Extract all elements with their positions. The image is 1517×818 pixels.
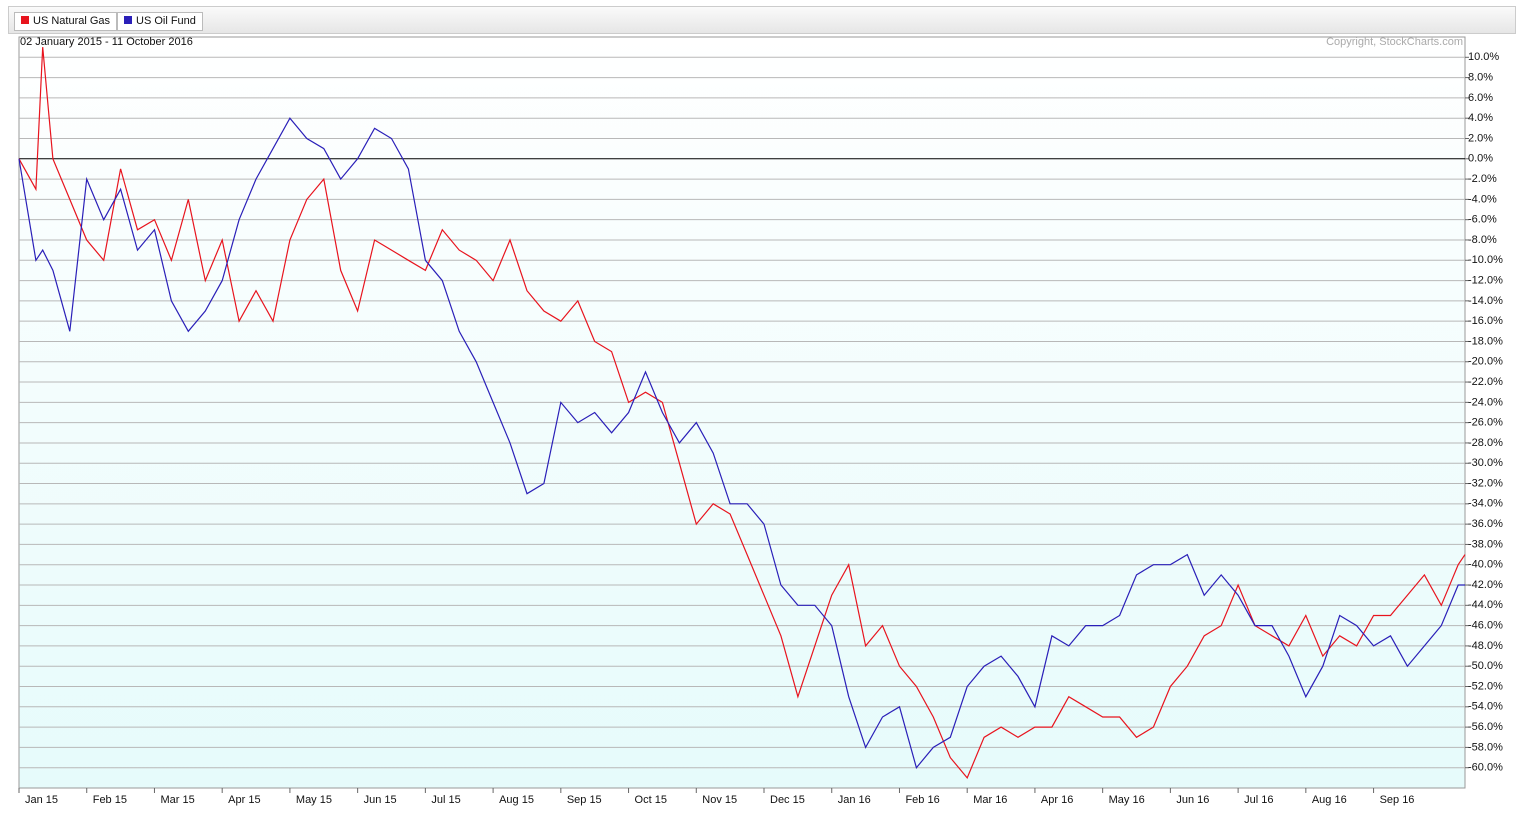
y-tick-label: -48.0% (1468, 640, 1503, 652)
x-tick-label: Feb 16 (905, 794, 939, 806)
y-tick-label: -4.0% (1468, 193, 1497, 205)
y-tick-label: -26.0% (1468, 417, 1503, 429)
y-tick-label: -42.0% (1468, 579, 1503, 591)
y-tick-label: -12.0% (1468, 274, 1503, 286)
y-tick-label: -56.0% (1468, 721, 1503, 733)
legend-label: US Oil Fund (136, 15, 196, 27)
y-tick-label: -20.0% (1468, 356, 1503, 368)
x-tick-label: Sep 16 (1380, 794, 1415, 806)
copyright: Copyright, StockCharts.com (1326, 36, 1463, 48)
legend-item[interactable]: US Oil Fund (117, 12, 203, 31)
y-tick-label: -52.0% (1468, 680, 1503, 692)
x-tick-label: Jun 15 (364, 794, 397, 806)
x-tick-label: Aug 16 (1312, 794, 1347, 806)
y-tick-label: -36.0% (1468, 518, 1503, 530)
y-tick-label: 8.0% (1468, 72, 1493, 84)
x-tick-label: Dec 15 (770, 794, 805, 806)
y-tick-label: -28.0% (1468, 437, 1503, 449)
y-tick-label: -38.0% (1468, 538, 1503, 550)
y-tick-label: 6.0% (1468, 92, 1493, 104)
x-tick-label: Apr 16 (1041, 794, 1073, 806)
x-tick-label: Jun 16 (1176, 794, 1209, 806)
y-tick-label: -10.0% (1468, 254, 1503, 266)
y-tick-label: -34.0% (1468, 498, 1503, 510)
y-tick-label: -50.0% (1468, 660, 1503, 672)
x-tick-label: Sep 15 (567, 794, 602, 806)
y-tick-label: -32.0% (1468, 477, 1503, 489)
legend-swatch (124, 16, 132, 24)
y-tick-label: -54.0% (1468, 701, 1503, 713)
x-tick-label: Mar 15 (160, 794, 194, 806)
subtitle: 02 January 2015 - 11 October 2016 (20, 36, 193, 48)
y-tick-label: -6.0% (1468, 214, 1497, 226)
y-tick-label: 2.0% (1468, 132, 1493, 144)
x-tick-label: Aug 15 (499, 794, 534, 806)
y-tick-label: -22.0% (1468, 376, 1503, 388)
series-line (18, 47, 1466, 780)
x-tick-label: Jul 15 (431, 794, 460, 806)
x-tick-label: Oct 15 (635, 794, 667, 806)
y-tick-label: -46.0% (1468, 620, 1503, 632)
y-tick-label: -14.0% (1468, 295, 1503, 307)
y-tick-label: -58.0% (1468, 741, 1503, 753)
legend-label: US Natural Gas (33, 15, 111, 27)
x-tick-label: Jul 16 (1244, 794, 1273, 806)
y-tick-label: -60.0% (1468, 762, 1503, 774)
x-tick-label: Jan 16 (838, 794, 871, 806)
plot-area (18, 36, 1466, 789)
y-tick-label: 0.0% (1468, 153, 1493, 165)
y-tick-label: 4.0% (1468, 112, 1493, 124)
legend-item[interactable]: US Natural Gas (14, 12, 118, 31)
legend-bar: US Natural Gas US Oil Fund (8, 6, 1516, 34)
legend-swatch (21, 16, 29, 24)
x-tick-label: May 16 (1109, 794, 1145, 806)
y-tick-label: -16.0% (1468, 315, 1503, 327)
y-tick-label: -24.0% (1468, 396, 1503, 408)
y-tick-label: -30.0% (1468, 457, 1503, 469)
x-tick-label: Jan 15 (25, 794, 58, 806)
y-tick-label: -2.0% (1468, 173, 1497, 185)
y-tick-label: -40.0% (1468, 559, 1503, 571)
x-tick-label: Mar 16 (973, 794, 1007, 806)
y-tick-label: -8.0% (1468, 234, 1497, 246)
x-tick-label: May 15 (296, 794, 332, 806)
y-tick-label: -18.0% (1468, 335, 1503, 347)
series-line (18, 117, 1465, 769)
y-tick-label: -44.0% (1468, 599, 1503, 611)
x-tick-label: Nov 15 (702, 794, 737, 806)
y-tick-label: 10.0% (1468, 51, 1499, 63)
x-tick-label: Apr 15 (228, 794, 260, 806)
x-tick-label: Feb 15 (93, 794, 127, 806)
